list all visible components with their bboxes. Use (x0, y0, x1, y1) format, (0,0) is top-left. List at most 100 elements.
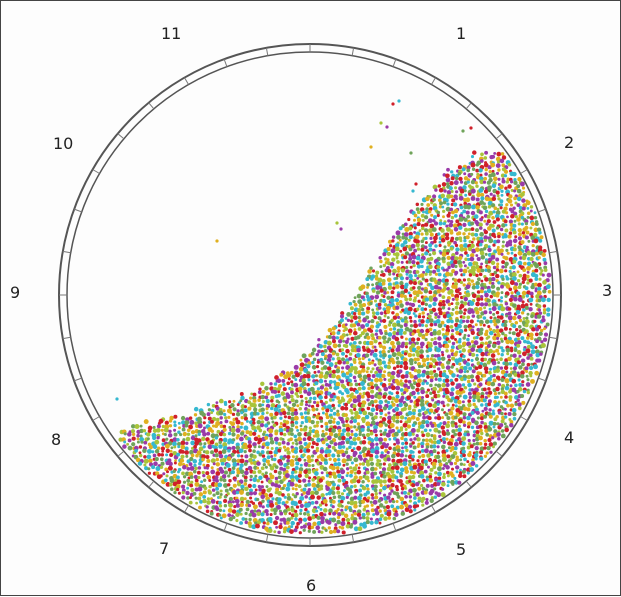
particle (427, 314, 432, 319)
particle (478, 222, 483, 227)
particle (308, 426, 312, 430)
particle (528, 297, 534, 303)
particle (146, 448, 152, 454)
particle (388, 244, 393, 248)
particle (444, 278, 449, 283)
particle (408, 341, 413, 345)
particle (461, 436, 467, 441)
particle (429, 236, 433, 241)
particle (478, 210, 483, 215)
particle (400, 284, 405, 290)
particle (404, 469, 409, 474)
particle (395, 360, 401, 365)
particle (370, 508, 375, 513)
particle (455, 465, 460, 470)
particle (516, 203, 521, 208)
particle (529, 264, 534, 268)
particle (514, 402, 518, 406)
particle (446, 474, 450, 478)
lifter-bar (465, 102, 472, 110)
particle (422, 415, 427, 420)
particle (235, 427, 241, 433)
particle (223, 470, 229, 475)
particle (358, 504, 362, 508)
particle (298, 520, 302, 524)
particle (268, 433, 273, 438)
particle (416, 345, 421, 351)
particle (362, 317, 367, 323)
particle (500, 433, 506, 439)
particle (517, 297, 523, 302)
particle (463, 217, 468, 222)
particle (379, 411, 383, 416)
particle (449, 230, 454, 235)
particle (436, 482, 441, 487)
particle (545, 322, 550, 327)
particle (291, 374, 296, 379)
particle (467, 438, 471, 443)
particle (277, 390, 281, 394)
particle (419, 474, 425, 479)
particle (542, 310, 547, 315)
particle (427, 402, 433, 408)
particle (198, 461, 202, 466)
particle (458, 350, 462, 354)
particle (370, 503, 374, 507)
particle (320, 424, 324, 428)
particle (365, 490, 370, 495)
particle (231, 445, 236, 450)
particle (463, 324, 468, 329)
particle (508, 361, 513, 366)
particle (432, 296, 438, 302)
particle (475, 168, 480, 173)
particle (463, 457, 467, 462)
particle (336, 529, 341, 534)
particle (450, 406, 455, 411)
particle (453, 432, 458, 437)
particle (425, 196, 430, 202)
particle (273, 469, 278, 474)
particle (438, 301, 443, 307)
particle (480, 420, 484, 425)
particle (443, 369, 447, 373)
particle (359, 457, 363, 461)
particle (450, 348, 454, 353)
particle (340, 392, 345, 396)
particle (489, 319, 493, 324)
particle (450, 328, 455, 333)
particle (475, 284, 480, 290)
particle (258, 487, 263, 492)
particle (380, 270, 384, 274)
particle (487, 303, 492, 307)
particle (409, 324, 414, 328)
particle (420, 499, 424, 504)
particle (385, 305, 391, 311)
particle (265, 407, 269, 411)
particle (413, 508, 417, 512)
particle (370, 407, 376, 413)
particle (504, 400, 508, 405)
particle (337, 323, 342, 328)
particle (533, 319, 537, 324)
loose-particle (339, 227, 343, 231)
particle (475, 205, 480, 210)
particle (286, 454, 291, 460)
particle (440, 356, 446, 361)
particle (127, 432, 132, 437)
particle (151, 465, 156, 470)
particle (512, 238, 518, 244)
particle (472, 394, 477, 400)
particle (504, 415, 508, 419)
particle (180, 415, 186, 421)
particle (441, 467, 445, 470)
particle (470, 240, 474, 244)
particle (463, 308, 467, 312)
particle (223, 466, 227, 470)
particle (496, 239, 501, 244)
particle (424, 222, 429, 227)
particle (304, 396, 308, 400)
particle (501, 383, 506, 389)
particle (382, 479, 387, 484)
particle (470, 179, 476, 185)
loose-particle (335, 221, 339, 225)
